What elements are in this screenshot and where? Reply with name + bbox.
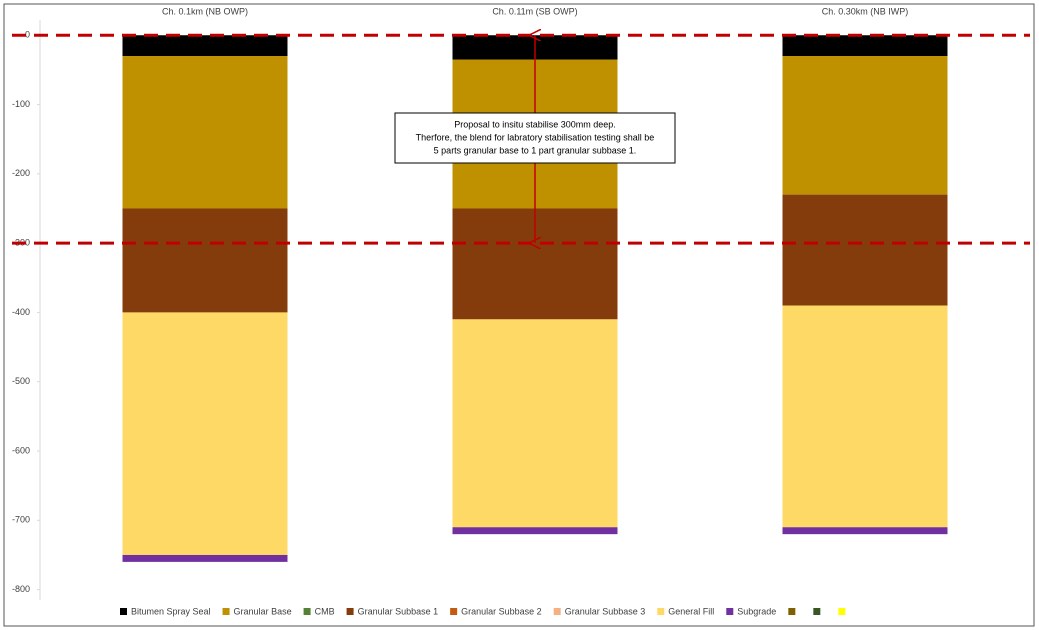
y-tick-label: -400 xyxy=(12,307,30,317)
y-tick-label: -200 xyxy=(12,168,30,178)
bar-segment xyxy=(452,319,618,528)
annotation-text: Proposal to insitu stabilise 300mm deep. xyxy=(454,119,616,129)
legend-swatch xyxy=(813,608,821,615)
legend-label: Bitumen Spray Seal xyxy=(131,606,211,616)
legend-label: Granular Subbase 2 xyxy=(461,606,542,616)
bar-segment xyxy=(782,56,948,195)
legend-swatch xyxy=(657,608,665,615)
x-tick-label: Ch. 0.11m (SB OWP) xyxy=(492,6,577,16)
y-tick-label: -800 xyxy=(12,584,30,594)
bar-segment xyxy=(122,208,288,313)
annotation-box xyxy=(394,112,676,164)
y-tick-label: -700 xyxy=(12,515,30,525)
bar-segment xyxy=(452,527,618,535)
bar-segment xyxy=(122,312,288,555)
legend-swatch xyxy=(450,608,458,615)
legend-swatch xyxy=(120,608,127,615)
annotation-text: Therfore, the blend for labratory stabil… xyxy=(416,132,655,142)
annotation-text: 5 parts granular base to 1 part granular… xyxy=(434,145,637,155)
legend-swatch xyxy=(788,608,796,615)
legend-label: Granular Subbase 3 xyxy=(565,606,646,616)
y-tick-label: -600 xyxy=(12,445,30,455)
legend-swatch xyxy=(222,608,230,615)
legend-swatch xyxy=(346,608,354,615)
legend-label: Granular Base xyxy=(234,606,292,616)
legend-label: Granular Subbase 1 xyxy=(358,606,439,616)
y-tick-label: -100 xyxy=(12,99,30,109)
bar-segment xyxy=(782,527,948,535)
bar-segment xyxy=(122,35,288,57)
x-tick-label: Ch. 0.1km (NB OWP) xyxy=(162,6,248,16)
bar-segment xyxy=(782,305,948,528)
legend-label: Subgrade xyxy=(737,606,776,616)
legend-swatch xyxy=(303,608,311,615)
bar-segment xyxy=(782,194,948,306)
legend-swatch xyxy=(838,608,846,615)
legend-label: General Fill xyxy=(668,606,714,616)
bar-segment xyxy=(122,56,288,209)
y-tick-label: 0 xyxy=(25,30,30,40)
bar-segment xyxy=(782,35,948,57)
legend-swatch xyxy=(726,608,734,615)
bar-segment xyxy=(122,554,288,562)
x-tick-label: Ch. 0.30km (NB IWP) xyxy=(822,6,909,16)
y-tick-label: -500 xyxy=(12,376,30,386)
legend-swatch xyxy=(553,608,561,615)
legend-label: CMB xyxy=(315,606,335,616)
